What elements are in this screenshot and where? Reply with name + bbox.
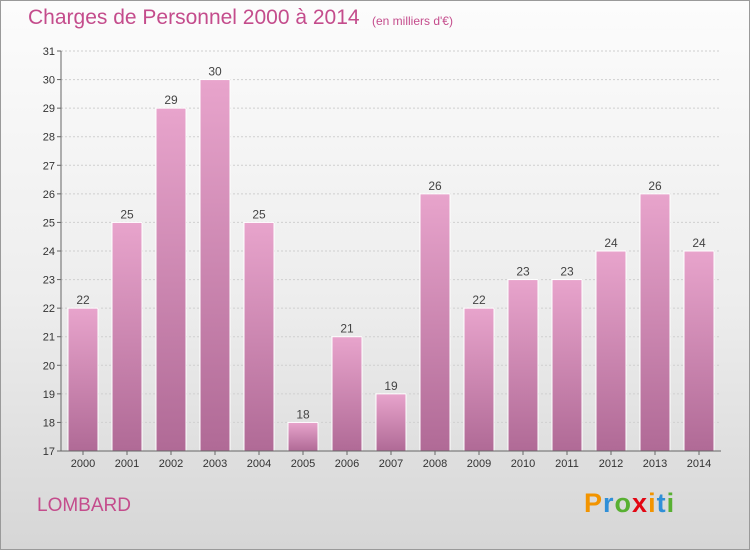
data-label: 22 <box>472 293 486 307</box>
data-label: 25 <box>120 207 134 221</box>
bar <box>67 307 99 452</box>
data-label: 25 <box>252 207 266 221</box>
y-tick-label: 24 <box>43 246 55 258</box>
y-tick-label: 26 <box>43 189 55 201</box>
data-label: 26 <box>648 179 662 193</box>
bar <box>331 336 363 452</box>
bar <box>507 279 539 452</box>
x-tick-label: 2008 <box>423 458 447 470</box>
data-label: 22 <box>76 293 90 307</box>
bar <box>639 193 671 452</box>
data-label: 26 <box>428 179 442 193</box>
x-tick-label: 2012 <box>599 458 623 470</box>
x-tick-label: 2010 <box>511 458 535 470</box>
data-label: 29 <box>164 93 178 107</box>
x-tick-label: 2013 <box>643 458 667 470</box>
bar <box>551 279 583 452</box>
data-label: 23 <box>516 265 530 279</box>
proxiti-logo: Proxiti <box>584 488 675 519</box>
data-label: 23 <box>560 265 574 279</box>
data-label: 19 <box>384 379 398 393</box>
y-tick-label: 22 <box>43 303 55 315</box>
y-tick-label: 20 <box>43 360 55 372</box>
x-tick-label: 2006 <box>335 458 359 470</box>
bar <box>155 107 187 452</box>
x-tick-label: 2000 <box>71 458 95 470</box>
data-label: 21 <box>340 322 354 336</box>
data-label: 24 <box>692 236 706 250</box>
data-label: 18 <box>296 407 310 421</box>
data-label: 30 <box>208 65 222 79</box>
bar <box>419 193 451 452</box>
brand-letter: i <box>666 488 676 518</box>
x-tick-label: 2009 <box>467 458 491 470</box>
bar <box>463 307 495 452</box>
brand-letter: i <box>648 488 657 518</box>
y-tick-label: 31 <box>43 46 55 58</box>
brand-letter: t <box>656 488 667 518</box>
chart-title: Charges de Personnel 2000 à 2014 <box>28 6 360 29</box>
bar <box>111 221 143 452</box>
y-tick-label: 27 <box>43 160 55 172</box>
x-tick-label: 2014 <box>687 458 711 470</box>
data-label: 24 <box>604 236 618 250</box>
x-tick-label: 2005 <box>291 458 315 470</box>
bar <box>595 250 627 452</box>
chart-subtitle: (en milliers d'€) <box>372 14 453 28</box>
x-tick-label: 2004 <box>247 458 271 470</box>
y-tick-label: 21 <box>43 332 55 344</box>
brand-letter: o <box>614 488 633 518</box>
bar <box>199 79 231 452</box>
x-tick-label: 2011 <box>555 458 579 470</box>
x-tick-label: 2003 <box>203 458 227 470</box>
y-tick-label: 30 <box>43 75 55 87</box>
y-tick-label: 23 <box>43 275 55 287</box>
brand-letter: P <box>584 488 604 518</box>
bar <box>243 221 275 452</box>
y-tick-label: 17 <box>43 446 55 458</box>
y-tick-label: 19 <box>43 389 55 401</box>
y-tick-label: 25 <box>43 217 55 229</box>
bar <box>375 393 407 452</box>
x-tick-label: 2007 <box>379 458 403 470</box>
brand-letter: r <box>603 488 615 518</box>
bar <box>287 421 319 452</box>
commune-name: LOMBARD <box>37 495 131 516</box>
y-tick-label: 18 <box>43 417 55 429</box>
x-tick-label: 2002 <box>159 458 183 470</box>
y-tick-label: 29 <box>43 103 55 115</box>
bar <box>683 250 715 452</box>
x-tick-label: 2001 <box>115 458 139 470</box>
y-tick-label: 28 <box>43 132 55 144</box>
brand-letter: x <box>632 488 649 518</box>
